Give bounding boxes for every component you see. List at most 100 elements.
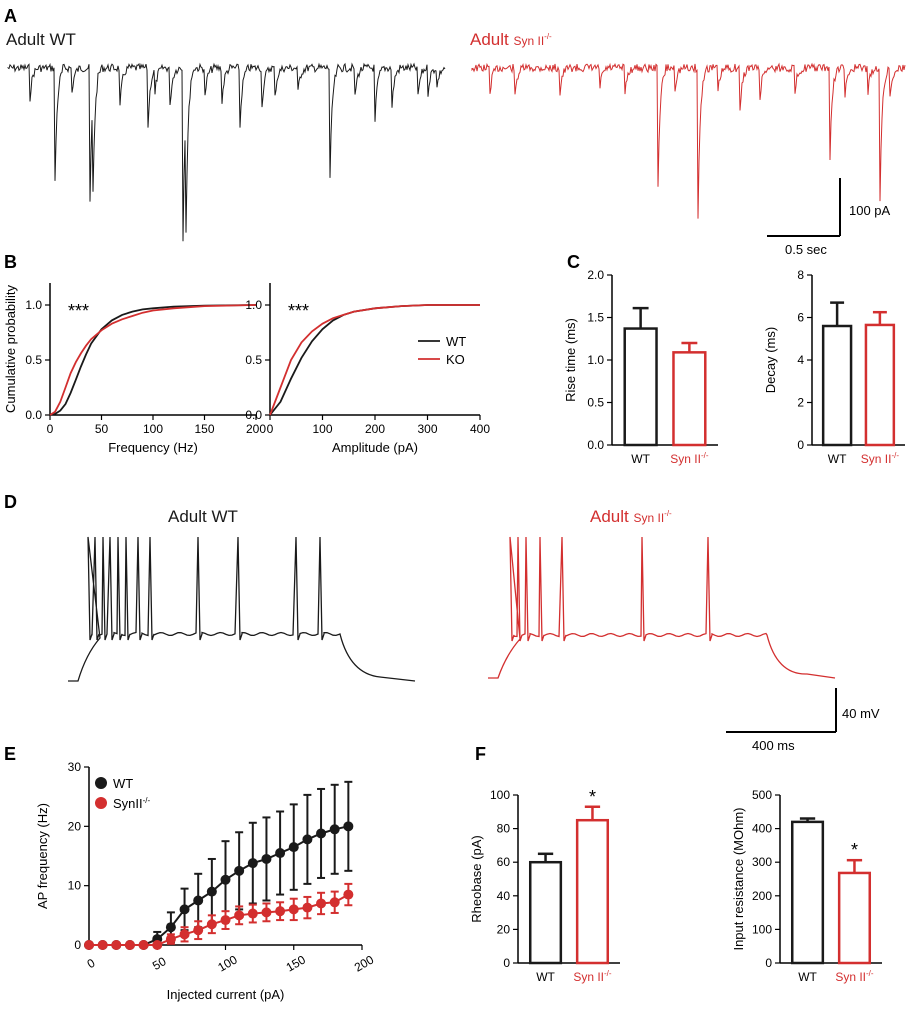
bar-wt <box>623 327 658 447</box>
x-tick-label: 0 <box>85 956 98 972</box>
bar-synii <box>575 818 610 965</box>
y-axis-label: AP frequency (Hz) <box>35 803 50 909</box>
data-point-synii <box>97 940 108 950</box>
trace-a-wt-label: Adult WT <box>6 30 76 49</box>
x-tick-label: 100 <box>215 952 240 974</box>
y-axis-label: Rheobase (pA) <box>469 835 484 922</box>
panel-label-d: D <box>4 492 17 512</box>
data-point-synii <box>343 889 354 900</box>
y-tick-label: 8 <box>797 268 804 282</box>
data-point-synii <box>275 906 286 917</box>
y-tick-label: 20 <box>68 819 82 833</box>
data-point-synii <box>111 940 122 950</box>
data-point-synii <box>316 898 327 909</box>
trace-d-ko-label: Adult Syn II-/- <box>590 507 672 526</box>
y-tick-label: 300 <box>752 855 772 869</box>
data-point-wt <box>288 842 299 853</box>
y-axis-label: Rise time (ms) <box>563 318 578 402</box>
y-tick-label: 4 <box>797 353 804 367</box>
series-line-ko <box>269 304 480 416</box>
data-point-wt <box>193 895 204 906</box>
data-point-wt <box>234 865 245 876</box>
x-tick-label: 0 <box>47 422 54 436</box>
series-line-wt <box>89 825 349 946</box>
data-point-wt <box>247 858 258 869</box>
data-point-wt <box>343 821 354 832</box>
trace-d-ko <box>488 536 836 679</box>
y-tick-label: 60 <box>497 855 511 869</box>
data-point-synii <box>152 940 163 950</box>
trace-d-group <box>68 536 836 682</box>
significance-star: * <box>589 787 596 807</box>
chart-f-input-resistance: 0 100 200 300 400 500 Input resistance (MOhm) W… <box>731 788 882 984</box>
y-tick-label: 40 <box>497 889 511 903</box>
data-point-synii <box>84 940 94 950</box>
x-axis-label: Amplitude (pA) <box>332 440 418 455</box>
bar-synii <box>672 351 707 447</box>
panel-label-e: E <box>4 744 16 764</box>
panel-label-a: A <box>4 6 17 26</box>
y-tick-label: 1.5 <box>587 311 604 325</box>
scale-bar-a: 100 pA 0.5 sec <box>767 178 891 257</box>
y-tick-label: 1.0 <box>245 298 262 312</box>
panel-label-f: F <box>475 744 486 764</box>
y-tick-label: 0.0 <box>587 438 604 452</box>
data-point-wt <box>316 828 327 839</box>
x-tick-label: 100 <box>143 422 163 436</box>
trace-d-wt <box>68 536 416 682</box>
y-tick-label: 0 <box>765 956 772 970</box>
y-tick-label: 0.0 <box>245 408 262 422</box>
bar-wt <box>790 820 825 965</box>
chart-b-amplitude: 0.0 0.5 1.0 0 100 200 300 400 Amplitude (pA) *** W… <box>245 283 490 455</box>
data-point-synii <box>329 897 340 908</box>
scale-a-current: 100 pA <box>849 203 891 218</box>
data-point-synii <box>247 908 258 919</box>
x-axis-label: Frequency (Hz) <box>108 440 198 455</box>
scale-d-voltage: 40 mV <box>842 706 880 721</box>
x-tick-label: 200 <box>365 422 385 436</box>
category-label: Syn II-/- <box>835 969 874 984</box>
category-label: WT <box>828 452 847 466</box>
data-point-synii <box>220 915 231 926</box>
y-tick-label: 100 <box>752 922 772 936</box>
data-point-wt <box>302 834 313 845</box>
y-tick-label: 80 <box>497 822 511 836</box>
data-point-synii <box>165 934 176 945</box>
chart-e-ap-frequency: 0 10 20 30 0 50 100 150 200 Injected current (pA)… <box>35 760 376 1002</box>
significance-stars: *** <box>288 301 309 321</box>
chart-b-frequency: 0.0 0.5 1.0 0 50 100 150 200 Frequency (Hz) Cumul… <box>3 283 266 455</box>
y-tick-label: 1.0 <box>25 298 42 312</box>
y-tick-label: 20 <box>497 922 511 936</box>
y-tick-label: 1.0 <box>587 353 604 367</box>
data-point-synii <box>179 929 190 940</box>
x-tick-label: 0 <box>267 422 274 436</box>
series-line-wt <box>49 304 257 416</box>
trace-a-ko-label: Adult Syn II-/- <box>470 30 552 49</box>
y-tick-label: 0 <box>797 438 804 452</box>
legend-label-synii: SynII-/- <box>113 796 151 811</box>
bar-synii <box>837 871 872 965</box>
category-label: WT <box>798 970 817 984</box>
y-tick-label: 2.0 <box>587 268 604 282</box>
data-point-wt <box>206 886 217 897</box>
x-tick-label: 50 <box>150 954 169 973</box>
data-point-wt <box>220 874 231 885</box>
scale-bar-d: 40 mV 400 ms <box>726 688 880 753</box>
series-line-synii <box>89 893 349 946</box>
y-tick-label: 100 <box>490 788 510 802</box>
category-label: Syn II-/- <box>861 451 900 466</box>
significance-stars: *** <box>68 301 89 321</box>
legend-label-ko: KO <box>446 352 465 367</box>
x-tick-label: 50 <box>95 422 109 436</box>
legend-marker-synii <box>95 797 107 809</box>
legend-label-wt: WT <box>113 776 133 791</box>
y-tick-label: 0 <box>503 956 510 970</box>
data-point-wt <box>179 904 190 915</box>
x-tick-label: 150 <box>284 952 309 974</box>
data-point-synii <box>124 940 135 950</box>
bar-wt <box>528 860 563 965</box>
x-tick-label: 150 <box>194 422 214 436</box>
trace-a-ko <box>471 62 906 219</box>
legend-label-wt: WT <box>446 334 466 349</box>
y-axis-label: Input resistance (MOhm) <box>731 807 746 950</box>
